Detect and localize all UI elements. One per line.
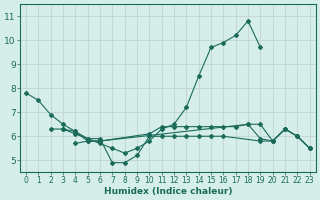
X-axis label: Humidex (Indice chaleur): Humidex (Indice chaleur) [104,187,232,196]
